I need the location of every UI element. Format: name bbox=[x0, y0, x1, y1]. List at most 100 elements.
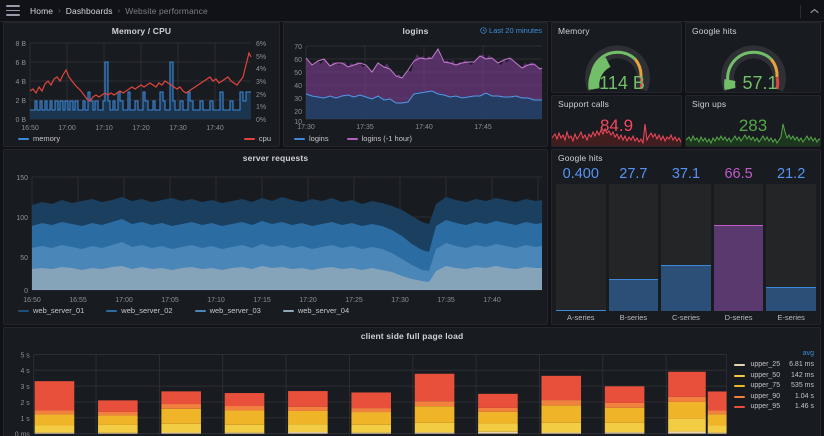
bar-group[interactable] bbox=[98, 400, 138, 434]
legend-item-logins[interactable]: logins bbox=[294, 134, 329, 143]
bar-group[interactable] bbox=[351, 392, 392, 434]
bar-gauge-label: E-series bbox=[777, 313, 805, 322]
y-tick: 30 bbox=[294, 96, 302, 103]
legend-label: web_server_01 bbox=[33, 306, 85, 315]
breadcrumb-item-current: Website performance bbox=[125, 5, 208, 16]
legend-swatch bbox=[106, 309, 118, 312]
legend-swatch bbox=[18, 137, 29, 140]
bar-group[interactable] bbox=[604, 386, 645, 434]
legend-swatch bbox=[733, 385, 745, 387]
google-hits-gauge: 57.1 bbox=[721, 45, 786, 92]
legend-value: 142 ms bbox=[791, 371, 814, 379]
y-tick-right: 6% bbox=[256, 41, 266, 48]
bar-group[interactable] bbox=[288, 391, 328, 434]
breadcrumb-item-dashboards[interactable]: Dashboards bbox=[65, 5, 113, 16]
legend-label: web_server_02 bbox=[121, 306, 173, 315]
y-tick: 2 s bbox=[21, 400, 31, 407]
x-tick: 17:35 bbox=[356, 124, 374, 131]
page-load-legend-table: avg upper_25 6.81 ms upper_50 142 ms bbox=[732, 348, 817, 414]
y-tick-left: 6 B bbox=[15, 60, 26, 67]
x-tick: 17:40 bbox=[415, 124, 433, 131]
x-tick: 16:55 bbox=[69, 297, 87, 304]
y-tick: 1 s bbox=[21, 416, 31, 423]
bar-gauge-track bbox=[766, 184, 816, 311]
hamburger-icon[interactable] bbox=[6, 5, 20, 16]
bar-group[interactable] bbox=[414, 373, 455, 434]
bar-gauge-item[interactable]: 0.400 A-series bbox=[556, 166, 606, 322]
bar-group[interactable] bbox=[161, 391, 201, 434]
panel-title: logins bbox=[402, 26, 429, 36]
stat-value: 84.9 bbox=[599, 116, 634, 135]
bar-gauge-fill bbox=[661, 265, 711, 311]
x-tick: 17:30 bbox=[169, 125, 187, 132]
panel-title: Google hits bbox=[558, 153, 603, 163]
legend-label: upper_90 bbox=[750, 392, 781, 400]
x-tick: 17:10 bbox=[95, 125, 113, 132]
y-tick: 60 bbox=[294, 57, 302, 64]
bar-group[interactable] bbox=[707, 391, 727, 434]
legend-row[interactable]: upper_75 535 ms bbox=[733, 382, 814, 391]
y-tick: 150 bbox=[16, 175, 28, 182]
legend-item-web-server-04[interactable]: web_server_04 bbox=[282, 306, 349, 315]
bar-gauge-value: 0.400 bbox=[562, 166, 599, 182]
bar-group[interactable] bbox=[541, 375, 582, 434]
bar-group[interactable] bbox=[478, 393, 518, 434]
legend-value: 1.04 s bbox=[794, 392, 814, 400]
legend-item-cpu[interactable]: cpu bbox=[243, 134, 271, 143]
legend-item-web-server-01[interactable]: web_server_01 bbox=[18, 306, 84, 315]
support-calls-sparkline bbox=[552, 123, 681, 146]
x-tick: 17:30 bbox=[391, 297, 409, 304]
x-tick: 17:40 bbox=[483, 297, 501, 304]
legend-row[interactable]: upper_95 1.46 s bbox=[733, 403, 814, 412]
clock-icon bbox=[480, 27, 487, 34]
time-range-label: Last 20 minutes bbox=[489, 26, 542, 35]
legend-row[interactable]: upper_90 1.04 s bbox=[733, 392, 814, 402]
legend-swatch bbox=[294, 137, 305, 140]
panel-title: client side full page load bbox=[360, 331, 464, 341]
bar-gauge-fill bbox=[766, 286, 816, 311]
y-tick-right: 4% bbox=[256, 66, 266, 73]
bar-group[interactable] bbox=[224, 393, 265, 434]
bar-gauge-item[interactable]: 27.7 B-series bbox=[608, 166, 659, 322]
legend-value: 535 ms bbox=[791, 382, 814, 389]
bar-group[interactable] bbox=[668, 371, 706, 434]
legend-label: cpu bbox=[258, 134, 271, 143]
legend-item-logins-1h[interactable]: logins (-1 hour) bbox=[346, 134, 412, 143]
panel-page-load: client side full page load bbox=[3, 327, 821, 436]
chevron-up-icon[interactable] bbox=[808, 5, 820, 17]
x-tick: 17:10 bbox=[207, 297, 225, 304]
bar-gauge-label: A-series bbox=[567, 313, 595, 322]
legend-item-web-server-03[interactable]: web_server_03 bbox=[194, 306, 261, 315]
bar-gauge-item[interactable]: 21.2 E-series bbox=[766, 166, 816, 322]
stat-value: 283 bbox=[738, 116, 768, 135]
bar-gauge-label: D-series bbox=[724, 313, 753, 322]
panel-time-range[interactable]: Last 20 minutes bbox=[480, 26, 542, 35]
x-tick: 17:05 bbox=[161, 297, 179, 304]
legend-label: logins bbox=[309, 134, 329, 143]
legend-label: memory bbox=[33, 134, 61, 143]
bar-gauge-label: C-series bbox=[672, 313, 700, 322]
panel-memory-cpu: Memory / CPU 8 B 6 B 4 B 2 B 0 B bbox=[3, 22, 280, 147]
bar-gauge-item[interactable]: 37.1 C-series bbox=[661, 166, 711, 322]
legend-label: upper_75 bbox=[750, 382, 781, 389]
x-tick: 17:35 bbox=[437, 297, 455, 304]
bar-group[interactable] bbox=[34, 381, 75, 434]
legend-col-header-avg[interactable]: avg bbox=[802, 350, 814, 357]
legend-row[interactable]: upper_50 142 ms bbox=[733, 371, 814, 381]
panel-title: Google hits bbox=[692, 26, 737, 36]
y-tick-right: 5% bbox=[256, 54, 266, 61]
legend-row[interactable]: upper_25 6.81 ms bbox=[733, 361, 814, 370]
y-tick: 50 bbox=[20, 255, 28, 262]
x-tick: 16:50 bbox=[23, 297, 41, 304]
legend-item-memory[interactable]: memory bbox=[18, 134, 60, 143]
y-tick: 4 s bbox=[21, 368, 31, 375]
bar-gauge-track bbox=[661, 184, 711, 311]
bar-gauge-item[interactable]: 66.5 D-series bbox=[713, 166, 764, 322]
breadcrumb-item-home[interactable]: Home bbox=[30, 5, 54, 16]
legend-item-web-server-02[interactable]: web_server_02 bbox=[106, 306, 173, 315]
x-tick: 17:30 bbox=[297, 124, 315, 131]
bar-gauge-fill bbox=[556, 309, 606, 311]
bar-gauge-value: 37.1 bbox=[671, 166, 701, 182]
legend-swatch bbox=[194, 309, 206, 312]
panel-title: Sign ups bbox=[692, 99, 727, 109]
